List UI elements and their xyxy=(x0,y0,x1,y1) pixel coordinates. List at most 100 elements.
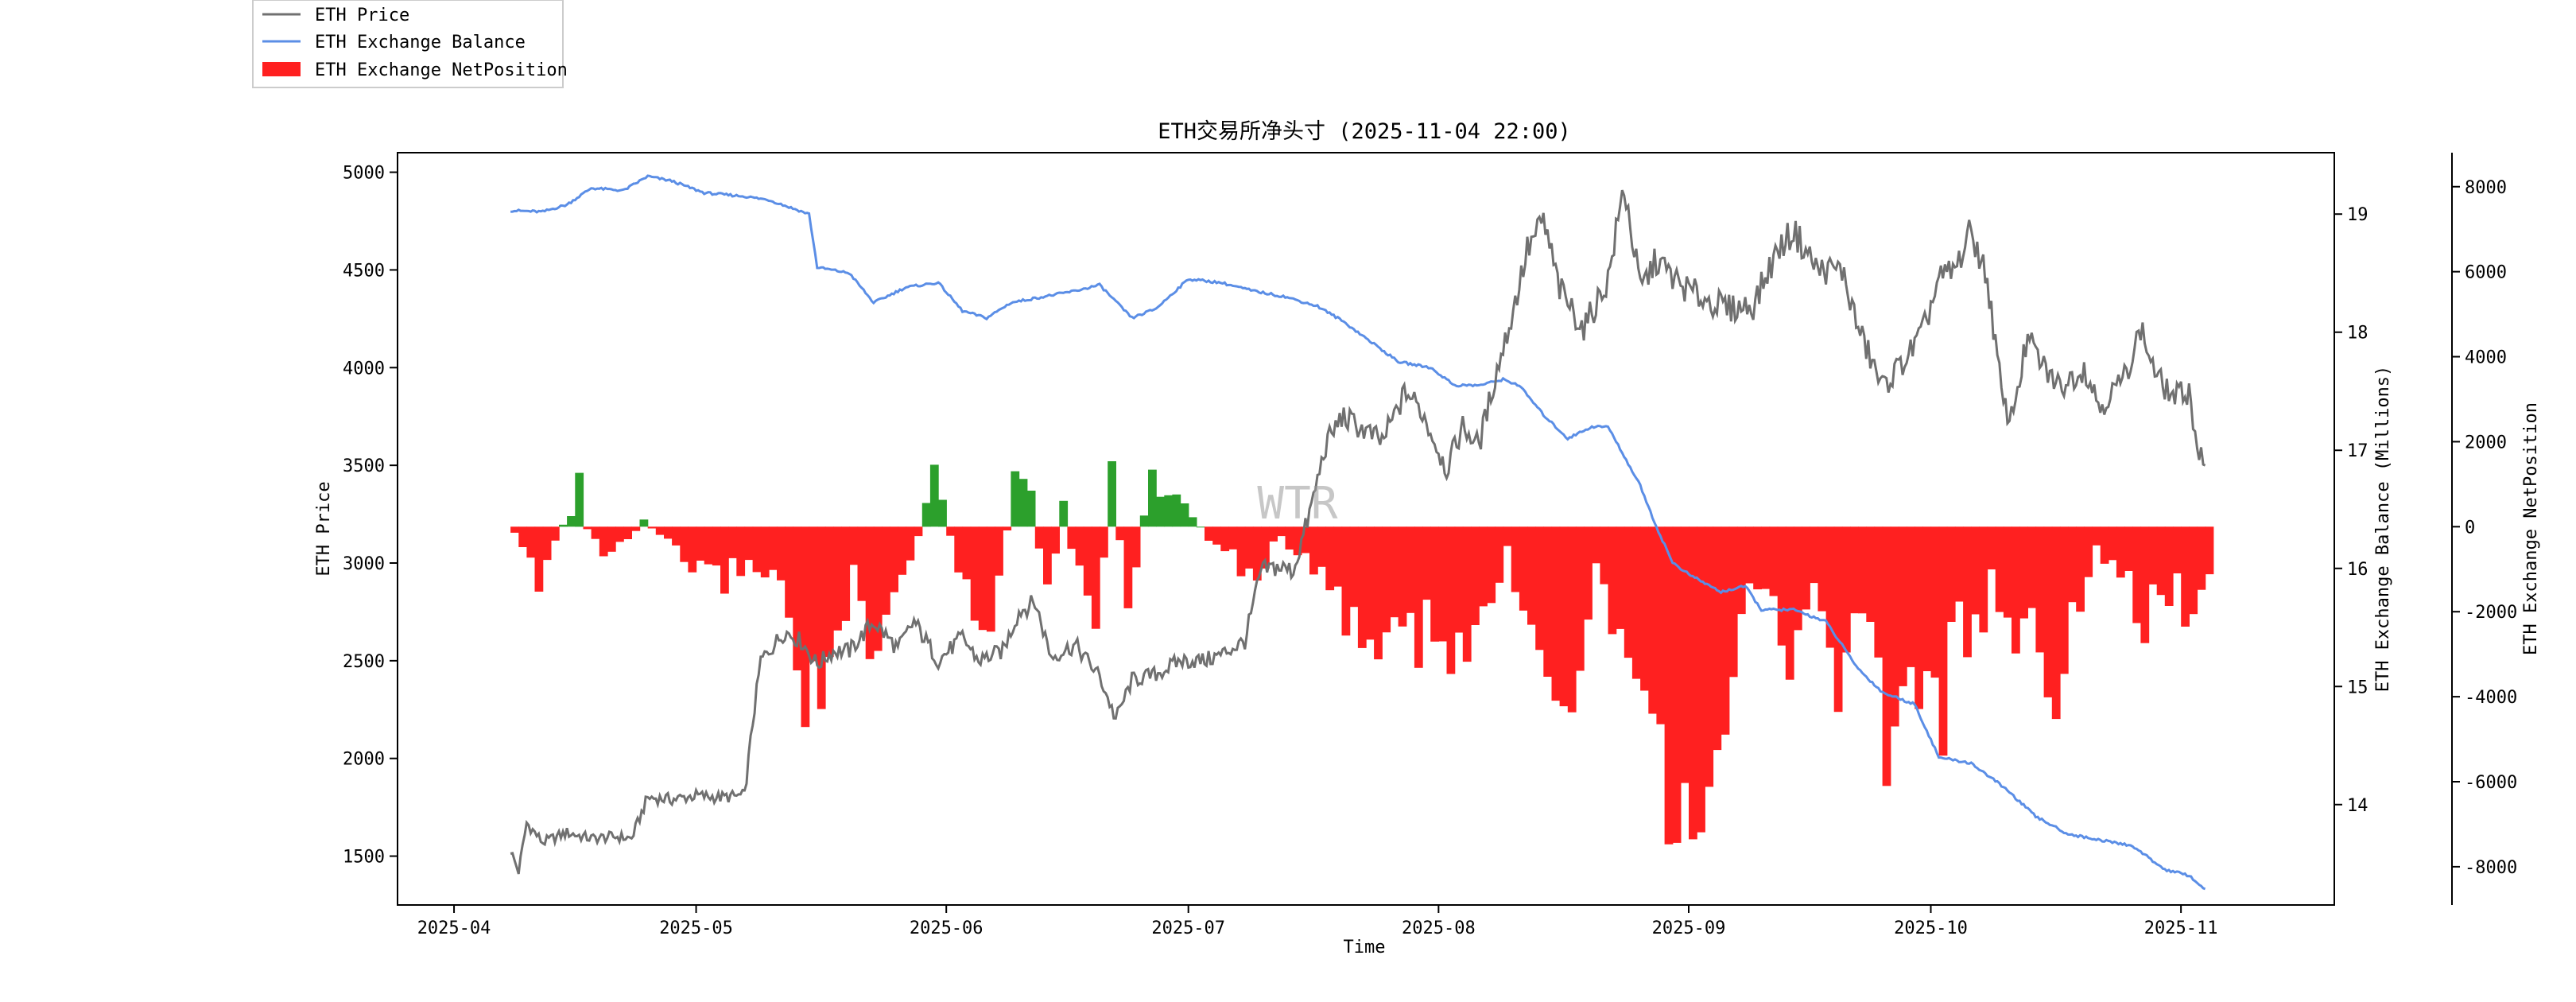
netposition-bar xyxy=(1890,526,1899,727)
netposition-bar xyxy=(817,526,826,709)
netposition-bar xyxy=(1680,526,1690,783)
netposition-bar xyxy=(1252,526,1262,581)
netposition-bar xyxy=(1026,491,1036,527)
legend-frame xyxy=(252,0,564,88)
netposition-bar xyxy=(1833,526,1843,713)
balance-axis: 14 15 16 17 18 19 xyxy=(2334,205,2368,816)
netposition-bar xyxy=(704,526,713,565)
price-tick-label: 2000 xyxy=(343,750,385,770)
price-tick-label: 5000 xyxy=(343,164,385,184)
netposition-bar xyxy=(2051,526,2061,720)
netposition-bar xyxy=(2012,526,2020,654)
balance-tick-label: 18 xyxy=(2347,324,2368,344)
balance-tick-label: 19 xyxy=(2347,205,2368,225)
x-tick-label: 2025-11 xyxy=(2144,918,2218,938)
netposition-bar xyxy=(833,526,842,631)
netposition-bar xyxy=(882,526,890,615)
netposition-bar xyxy=(591,526,600,539)
netposition-bar xyxy=(1672,526,1682,843)
netposition-bar xyxy=(1736,526,1746,615)
netposition-bar xyxy=(1519,526,1528,611)
netposition-bar xyxy=(672,526,681,546)
netposition-bar xyxy=(1963,526,1972,658)
netposition-bar xyxy=(1802,526,1810,610)
netposition-bar xyxy=(1075,526,1084,566)
legend: ETH Price ETH Exchange Balance ETH Excha… xyxy=(252,0,568,88)
price-tick-label: 3000 xyxy=(343,554,385,574)
netposition-bar xyxy=(995,526,1003,576)
netposition-bar xyxy=(1584,526,1593,620)
netposition-bar xyxy=(1309,526,1318,575)
balance-tick-label: 14 xyxy=(2347,796,2368,816)
netposition-bar xyxy=(1156,496,1165,527)
netposition-bar xyxy=(2027,526,2037,608)
netposition-bar xyxy=(1559,526,1569,707)
netposition-bar xyxy=(785,526,793,618)
netposition-bar xyxy=(1487,526,1496,604)
netposition-bar xyxy=(824,526,834,658)
netposition-bar xyxy=(1987,526,1996,569)
netposition-bar xyxy=(1108,461,1116,527)
netposition-bar xyxy=(2108,526,2117,561)
x-tick-label: 2025-04 xyxy=(417,918,491,938)
netposition-bar xyxy=(736,526,746,577)
netposition-bar xyxy=(1761,526,1771,589)
netposition-bar xyxy=(664,526,673,539)
netposition-bar xyxy=(986,526,995,632)
netposition-bar xyxy=(1164,495,1174,527)
netposition-bar xyxy=(1011,471,1020,527)
netposition-tick-label: -6000 xyxy=(2465,773,2517,793)
netposition-bar xyxy=(647,526,657,529)
chart-title: ETH交易所净头寸 (2025-11-04 22:00) xyxy=(1158,119,1571,144)
netposition-bar xyxy=(720,526,729,594)
netposition-bar xyxy=(1874,526,1884,658)
netposition-bar xyxy=(1503,526,1512,546)
netposition-bar xyxy=(1067,526,1077,550)
balance-axis-label: ETH Exchange Balance (Millions) xyxy=(2373,366,2393,693)
netposition-axis-label: ETH Exchange NetPosition xyxy=(2521,402,2541,655)
netposition-bar xyxy=(728,526,737,558)
legend-swatch-netposition xyxy=(262,62,301,76)
netposition-bar xyxy=(534,526,544,592)
netposition-bar xyxy=(696,526,705,561)
netposition-bar xyxy=(1954,526,1964,602)
netposition-bar xyxy=(906,526,915,561)
netposition-bar xyxy=(1915,526,1923,709)
netposition-bar xyxy=(841,526,851,621)
netposition-bar xyxy=(946,526,955,536)
netposition-bar xyxy=(2156,526,2166,596)
netposition-bar xyxy=(1034,526,1044,549)
netposition-bar xyxy=(1930,526,1940,678)
netposition-bar xyxy=(1205,526,1213,541)
netposition-bar xyxy=(1608,526,1617,635)
balance-tick-label: 16 xyxy=(2347,560,2368,580)
netposition-bar xyxy=(849,526,859,565)
netposition-bar xyxy=(744,526,754,561)
netposition-bar xyxy=(1083,526,1092,596)
netposition-bar xyxy=(599,526,608,557)
netposition-bar xyxy=(1631,526,1641,679)
netposition-bar xyxy=(1971,526,1980,615)
x-tick-label: 2025-07 xyxy=(1151,918,1225,938)
netposition-bar xyxy=(760,526,770,578)
x-tick-label: 2025-06 xyxy=(910,918,983,938)
netposition-bar xyxy=(1366,526,1375,640)
netposition-bar xyxy=(1301,526,1310,553)
netposition-bar xyxy=(1325,526,1335,591)
netposition-bar xyxy=(1567,526,1577,713)
netposition-bar xyxy=(567,516,576,527)
netposition-bar xyxy=(898,526,907,575)
netposition-bar xyxy=(1995,526,2004,612)
netposition-bar xyxy=(777,526,786,581)
netposition-bar xyxy=(1551,526,1561,701)
netposition-bar xyxy=(2043,526,2053,697)
netposition-tick-label: -8000 xyxy=(2465,858,2517,878)
netposition-bar xyxy=(2132,526,2142,623)
netposition-bar xyxy=(2148,526,2158,584)
netposition-bar xyxy=(575,472,584,527)
price-tick-label: 4500 xyxy=(343,261,385,281)
netposition-bar xyxy=(1907,526,1915,667)
netposition-bar xyxy=(1131,526,1141,568)
netposition-tick-label: 8000 xyxy=(2465,178,2507,198)
